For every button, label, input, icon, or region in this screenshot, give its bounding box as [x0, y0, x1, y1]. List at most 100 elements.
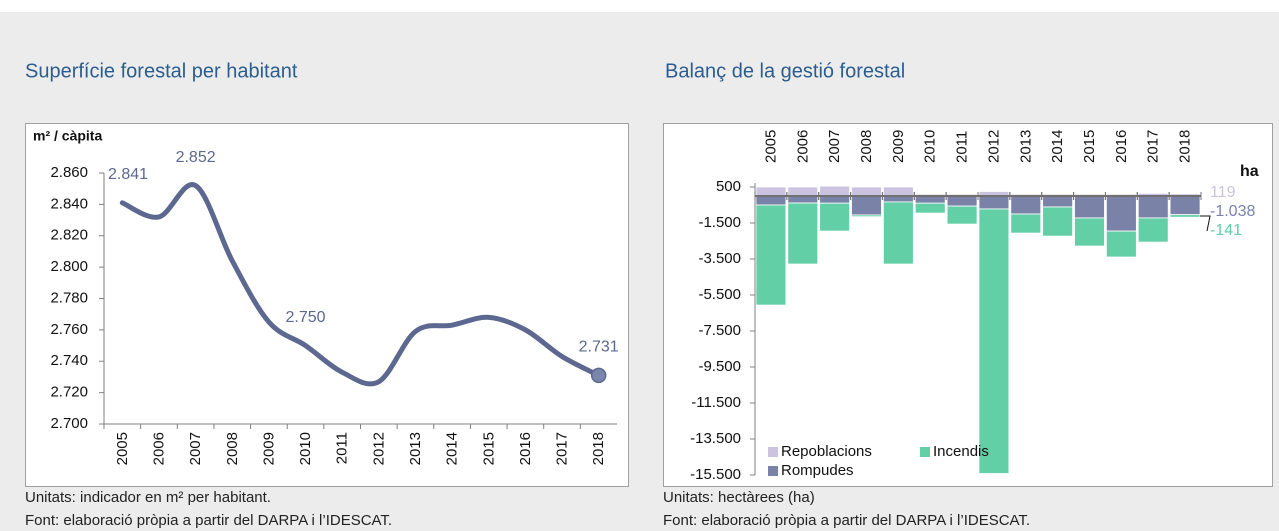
- y-tick-label: -3.500: [698, 250, 741, 267]
- bar-segment: [1042, 195, 1074, 208]
- x-tick-label: 2015: [480, 432, 497, 465]
- y-tick-label: 2.700: [50, 415, 88, 432]
- x-tick-label: 2005: [114, 432, 131, 465]
- data-label: 2.731: [579, 339, 619, 356]
- bar-segment: [1169, 195, 1201, 216]
- y-tick-label: -7.500: [698, 322, 741, 339]
- legend-label: Repoblacions: [781, 443, 872, 460]
- y-tick-label: 2.820: [50, 227, 88, 244]
- y-tick-label: 2.840: [50, 195, 88, 212]
- footnote: Unitats: hectàrees (ha): [663, 489, 815, 506]
- leader-line: [1200, 215, 1211, 232]
- x-tick-label: 2008: [858, 130, 875, 163]
- bar-segment: [882, 201, 914, 265]
- x-tick-label: 2006: [150, 432, 167, 465]
- data-line: [119, 182, 602, 387]
- y-tick-label: -9.500: [698, 358, 741, 375]
- bar-segment: [787, 195, 819, 204]
- legend-label: Rompudes: [781, 462, 854, 479]
- x-tick-label: 2013: [407, 432, 424, 465]
- x-tick-label: 2017: [554, 432, 571, 465]
- legend-swatch: [768, 447, 778, 457]
- x-tick-label: 2016: [1113, 130, 1130, 163]
- bar-segment: [851, 186, 882, 197]
- bar-segment: [978, 208, 1010, 474]
- x-tick-label: 2018: [1177, 130, 1194, 163]
- legend-swatch: [920, 447, 930, 457]
- bar-segment: [882, 186, 914, 197]
- bar-segment: [1042, 206, 1074, 237]
- y-tick-label: -15.500: [690, 466, 741, 483]
- x-tick-label: 2016: [517, 432, 534, 465]
- bar-segment: [914, 195, 946, 204]
- x-tick-label: 2013: [1017, 130, 1034, 163]
- bar-segment: [755, 204, 787, 306]
- y-tick-label: 2.760: [50, 321, 88, 338]
- footnote: Font: elaboració pròpia a partir del DAR…: [663, 512, 1030, 529]
- bar-segment: [1074, 217, 1105, 247]
- chart-frame: [25, 123, 629, 487]
- bar-segment: [1105, 195, 1137, 232]
- bar-segment: [819, 195, 851, 204]
- y-tick-label: -13.500: [690, 430, 741, 447]
- x-tick-label: 2018: [590, 432, 607, 465]
- y-tick-label: 2.860: [50, 164, 88, 181]
- x-tick-label: 2009: [890, 130, 907, 163]
- x-tick-label: 2017: [1145, 130, 1162, 163]
- bar-segment: [1169, 214, 1201, 218]
- bar-segment: [978, 195, 1010, 210]
- end-marker: [590, 367, 607, 384]
- x-tick-label: 2009: [260, 432, 277, 465]
- x-tick-label: 2007: [826, 130, 843, 163]
- bar-segment: [1010, 213, 1042, 234]
- data-label: -141: [1210, 222, 1242, 239]
- y-tick-label: 2.780: [50, 289, 88, 306]
- data-label: 2.852: [176, 149, 216, 166]
- data-label: 2.841: [108, 166, 148, 183]
- bar-segment: [851, 214, 882, 218]
- bar-segment: [1137, 195, 1169, 219]
- x-tick-label: 2008: [224, 432, 241, 465]
- y-tick-label: 2.740: [50, 352, 88, 369]
- x-tick-label: 2015: [1081, 130, 1098, 163]
- bar-segment: [946, 205, 978, 225]
- x-tick-label: 2012: [370, 432, 387, 465]
- bar-segment: [1074, 195, 1105, 219]
- x-tick-label: 2006: [794, 130, 811, 163]
- x-tick-label: 2011: [954, 131, 971, 163]
- x-tick-label: 2005: [762, 130, 779, 163]
- bar-segment: [1105, 230, 1137, 258]
- bar-segment: [787, 202, 819, 265]
- bar-segment: [1137, 217, 1169, 243]
- data-label: -1.038: [1210, 203, 1255, 220]
- bar-segment: [787, 186, 819, 197]
- bar-segment: [819, 185, 851, 197]
- bar-segment: [1010, 195, 1042, 215]
- chart-title: Balanç de la gestió forestal: [665, 60, 905, 82]
- bar-segment: [914, 202, 946, 214]
- bar-segment: [755, 195, 787, 206]
- x-tick-label: 2010: [297, 432, 314, 465]
- x-tick-label: 2014: [1049, 130, 1066, 163]
- y-tick-label: -11.500: [691, 394, 741, 411]
- y-tick-label: 2.720: [50, 384, 88, 401]
- bar-segment: [946, 195, 978, 207]
- bar-segment: [755, 186, 787, 197]
- footnote: Unitats: indicador en m² per habitant.: [25, 489, 271, 506]
- y-tick-label: 500: [716, 178, 741, 195]
- y-tick-label: -1.500: [698, 214, 741, 231]
- legend-label: Incendis: [933, 443, 989, 460]
- bar-segment: [851, 195, 882, 216]
- y-tick-label: -5.500: [698, 286, 741, 303]
- footnote: Font: elaboració pròpia a partir del DAR…: [25, 512, 392, 529]
- bar-segment: [819, 202, 851, 232]
- data-label: 2.750: [286, 309, 326, 326]
- x-tick-label: 2011: [334, 432, 351, 464]
- legend-swatch: [768, 466, 778, 476]
- x-tick-label: 2007: [187, 432, 204, 465]
- x-tick-label: 2014: [444, 432, 461, 465]
- unit-label: ha: [1240, 163, 1259, 180]
- y-tick-label: 2.800: [50, 258, 88, 275]
